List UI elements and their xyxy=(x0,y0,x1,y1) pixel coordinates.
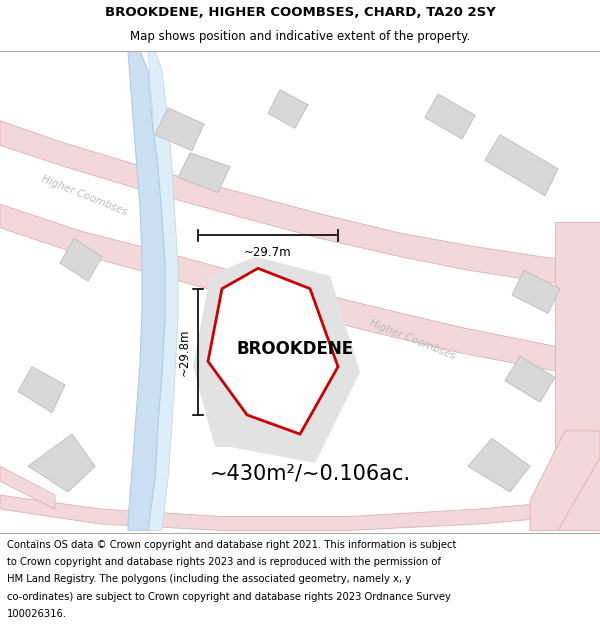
Polygon shape xyxy=(425,94,475,139)
Text: ~29.8m: ~29.8m xyxy=(178,328,191,376)
Text: ~430m²/~0.106ac.: ~430m²/~0.106ac. xyxy=(209,464,410,484)
Polygon shape xyxy=(512,271,560,313)
Polygon shape xyxy=(268,90,308,128)
Polygon shape xyxy=(0,204,600,378)
Polygon shape xyxy=(208,268,338,434)
Polygon shape xyxy=(60,238,102,281)
Text: Higher Coombses: Higher Coombses xyxy=(40,174,128,218)
Text: 100026316.: 100026316. xyxy=(7,609,67,619)
Polygon shape xyxy=(0,121,600,289)
Text: BROOKDENE, HIGHER COOMBSES, CHARD, TA20 2SY: BROOKDENE, HIGHER COOMBSES, CHARD, TA20 … xyxy=(104,6,496,19)
Polygon shape xyxy=(555,222,600,531)
Text: co-ordinates) are subject to Crown copyright and database rights 2023 Ordnance S: co-ordinates) are subject to Crown copyr… xyxy=(7,592,451,602)
Polygon shape xyxy=(0,466,55,509)
Polygon shape xyxy=(128,51,165,531)
Text: Contains OS data © Crown copyright and database right 2021. This information is : Contains OS data © Crown copyright and d… xyxy=(7,540,457,550)
Polygon shape xyxy=(0,495,600,531)
Text: Map shows position and indicative extent of the property.: Map shows position and indicative extent… xyxy=(130,31,470,43)
Polygon shape xyxy=(530,431,600,531)
Text: BROOKDENE: BROOKDENE xyxy=(236,339,353,357)
Polygon shape xyxy=(505,356,555,402)
Text: to Crown copyright and database rights 2023 and is reproduced with the permissio: to Crown copyright and database rights 2… xyxy=(7,557,441,567)
Text: HM Land Registry. The polygons (including the associated geometry, namely x, y: HM Land Registry. The polygons (includin… xyxy=(7,574,411,584)
Polygon shape xyxy=(193,257,360,463)
Polygon shape xyxy=(28,434,95,492)
Polygon shape xyxy=(155,108,204,151)
Polygon shape xyxy=(148,51,178,531)
Polygon shape xyxy=(18,367,65,413)
Text: Higher Coombses: Higher Coombses xyxy=(368,318,457,362)
Text: ~29.7m: ~29.7m xyxy=(244,246,292,259)
Polygon shape xyxy=(485,134,558,196)
Polygon shape xyxy=(468,438,530,492)
Polygon shape xyxy=(178,153,230,192)
